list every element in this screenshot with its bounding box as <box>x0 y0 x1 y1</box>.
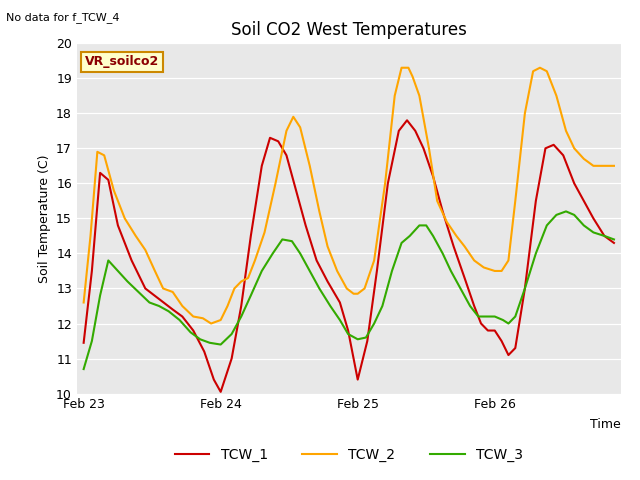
Text: Time: Time <box>590 418 621 431</box>
Y-axis label: Soil Temperature (C): Soil Temperature (C) <box>38 154 51 283</box>
Text: No data for f_TCW_4: No data for f_TCW_4 <box>6 12 120 23</box>
Text: VR_soilco2: VR_soilco2 <box>85 56 159 69</box>
Legend: TCW_1, TCW_2, TCW_3: TCW_1, TCW_2, TCW_3 <box>169 443 529 468</box>
Title: Soil CO2 West Temperatures: Soil CO2 West Temperatures <box>231 21 467 39</box>
